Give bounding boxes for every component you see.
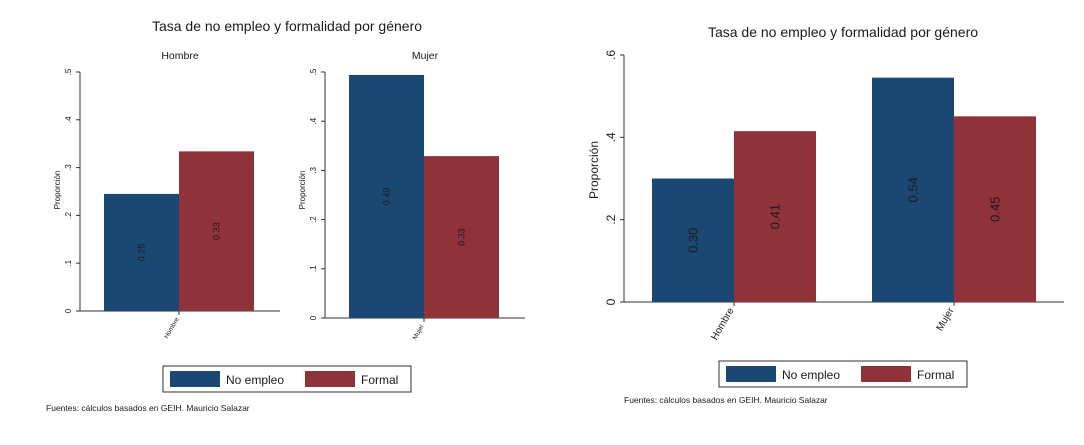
right-bar-mujer-formal	[954, 116, 1036, 302]
left-mujer-bar-mujer-no-empleo	[349, 74, 424, 319]
left-mujer-bar-label-mujer-no-empleo: 0.49	[382, 188, 392, 206]
left-mujer-bar-label-mujer-formal: 0.33	[457, 228, 467, 246]
left-hombre-ytick-label: .4	[64, 116, 73, 123]
left-legend-label-formal: Formal	[361, 373, 398, 387]
left-mujer-bar-mujer-formal	[424, 156, 499, 318]
right-bar-hombre-formal	[734, 131, 816, 302]
right-legend-swatch-formal	[861, 366, 911, 382]
right-legend-label-no-empleo: No empleo	[782, 368, 840, 382]
left-legend: No empleo Formal	[162, 365, 412, 393]
right-panel: 0 .2 .4 .6 Proporción 0.30 0.41 Hombre 0.54 0.45 M…	[587, 50, 1064, 343]
right-ytick-label: .6	[604, 50, 618, 60]
left-legend-label-no-empleo: No empleo	[226, 373, 284, 387]
left-hombre-bar-hombre-no-empleo	[104, 193, 179, 311]
left-mujer-ytick-label: .3	[309, 167, 318, 174]
right-chart-title: Tasa de no empleo y formalidad por géner…	[708, 24, 978, 40]
left-hombre-ytick-label: .5	[64, 68, 73, 75]
right-source-note: Fuentes: cálculos basados en GEIH. Mauri…	[624, 395, 828, 405]
left-hombre-ytick-label: .1	[64, 259, 73, 266]
right-y-axis-label: Proporción	[587, 141, 601, 199]
left-mujer-ytick-label: .2	[309, 216, 318, 223]
left-legend-swatch-no-empleo	[170, 371, 220, 387]
left-hombre-bar-hombre-formal	[179, 151, 254, 311]
left-mujer-category-label-mujer: Mujer	[412, 323, 427, 341]
left-hombre-ytick-label: 0	[64, 308, 73, 313]
right-legend: No empleo Formal	[718, 360, 968, 388]
right-category-label-hombre: Hombre	[709, 306, 737, 343]
left-panel2-subtitle: Mujer	[412, 50, 439, 62]
right-ytick-label: .4	[604, 132, 618, 142]
right-ytick-label: .2	[604, 214, 618, 224]
left-hombre-bar-label-hombre-no-empleo: 0.25	[137, 244, 147, 262]
left-figure: Tasa de no empleo y formalidad por géner…	[46, 18, 525, 413]
right-figure: Tasa de no empleo y formalidad por géner…	[587, 24, 1064, 405]
right-bar-label-hombre-no-empleo: 0.30	[686, 228, 701, 253]
left-hombre-bar-label-hombre-formal: 0.33	[212, 222, 222, 240]
left-hombre-y-axis-label: Proporción	[53, 171, 62, 210]
left-hombre-category-label-hombre: Hombre	[163, 316, 181, 340]
left-mujer-ytick-label: 0	[309, 315, 318, 320]
left-hombre-ytick-label: .2	[64, 212, 73, 219]
right-bar-hombre-no-empleo	[652, 178, 734, 302]
right-legend-label-formal: Formal	[917, 368, 954, 382]
left-panel-mujer: 0 .1 .2 .3 .4 .5 Proporción 0.49 0.33 Mujer	[298, 68, 525, 341]
right-legend-swatch-no-empleo	[726, 366, 776, 382]
left-mujer-ytick-label: .5	[309, 68, 318, 75]
left-mujer-y-axis-label: Proporción	[298, 171, 307, 210]
left-panel-hombre: 0 .1 .2 .3 .4 .5 Proporción 0.25 0.33 Hombre	[53, 68, 280, 340]
left-mujer-ytick-label: .1	[309, 265, 318, 272]
right-bar-mujer-no-empleo	[872, 77, 954, 303]
right-ytick-label: 0	[604, 298, 618, 305]
left-panel1-subtitle: Hombre	[161, 50, 199, 62]
left-source-note: Fuentes: cálculos basados en GEIH. Mauri…	[46, 403, 250, 413]
left-legend-swatch-formal	[305, 371, 355, 387]
right-bar-label-hombre-formal: 0.41	[768, 204, 783, 229]
right-category-label-mujer: Mujer	[935, 305, 957, 333]
left-hombre-ytick-label: .3	[64, 164, 73, 171]
left-mujer-ytick-label: .4	[309, 117, 318, 124]
right-bar-label-mujer-formal: 0.45	[988, 197, 1003, 222]
right-bar-label-mujer-no-empleo: 0.54	[906, 177, 921, 202]
left-chart-title: Tasa de no empleo y formalidad por géner…	[152, 18, 422, 34]
